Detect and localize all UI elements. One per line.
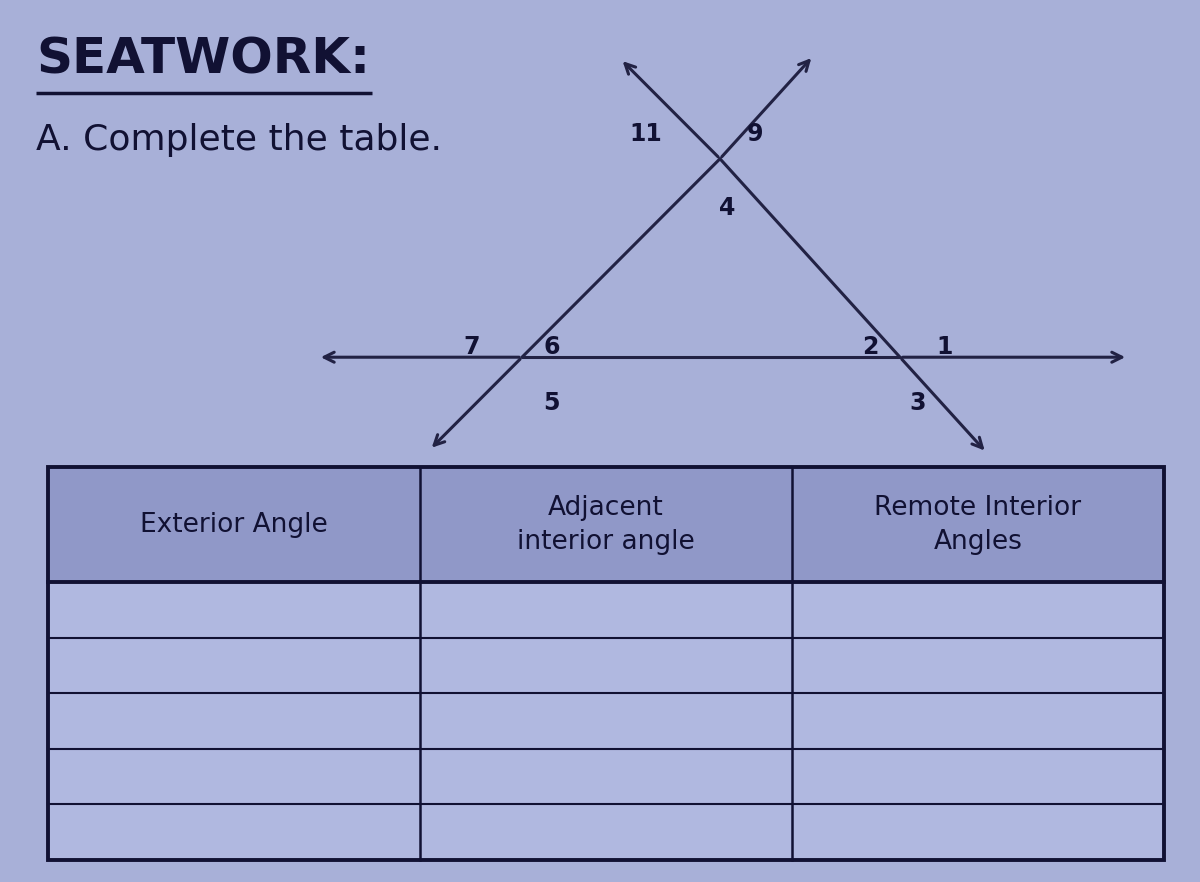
- Bar: [420, 638, 792, 693]
- Text: Exterior Angle: Exterior Angle: [140, 512, 328, 538]
- Bar: [420, 749, 792, 804]
- Text: 7: 7: [463, 334, 480, 359]
- Bar: [420, 582, 792, 638]
- Bar: [48, 693, 420, 749]
- Text: Remote Interior
Angles: Remote Interior Angles: [875, 495, 1081, 555]
- Bar: [792, 467, 1164, 582]
- Bar: [48, 804, 420, 860]
- Bar: [48, 467, 420, 582]
- Text: 1: 1: [936, 334, 953, 359]
- Bar: [48, 638, 420, 693]
- Text: 3: 3: [910, 391, 926, 415]
- Bar: [420, 693, 792, 749]
- Text: 11: 11: [630, 122, 662, 146]
- Bar: [48, 749, 420, 804]
- Text: A. Complete the table.: A. Complete the table.: [36, 123, 442, 158]
- Text: 5: 5: [544, 391, 560, 415]
- Bar: [792, 804, 1164, 860]
- Text: 2: 2: [862, 334, 878, 359]
- Text: SEATWORK:: SEATWORK:: [36, 35, 370, 83]
- Text: 6: 6: [544, 334, 560, 359]
- Bar: [420, 467, 792, 582]
- Bar: [48, 582, 420, 638]
- Text: 4: 4: [719, 196, 736, 220]
- Bar: [792, 582, 1164, 638]
- Text: 9: 9: [746, 122, 763, 146]
- Text: Adjacent
interior angle: Adjacent interior angle: [517, 495, 695, 555]
- Bar: [420, 804, 792, 860]
- Bar: [792, 638, 1164, 693]
- Bar: [792, 693, 1164, 749]
- Bar: [792, 749, 1164, 804]
- Bar: [48, 467, 1164, 860]
